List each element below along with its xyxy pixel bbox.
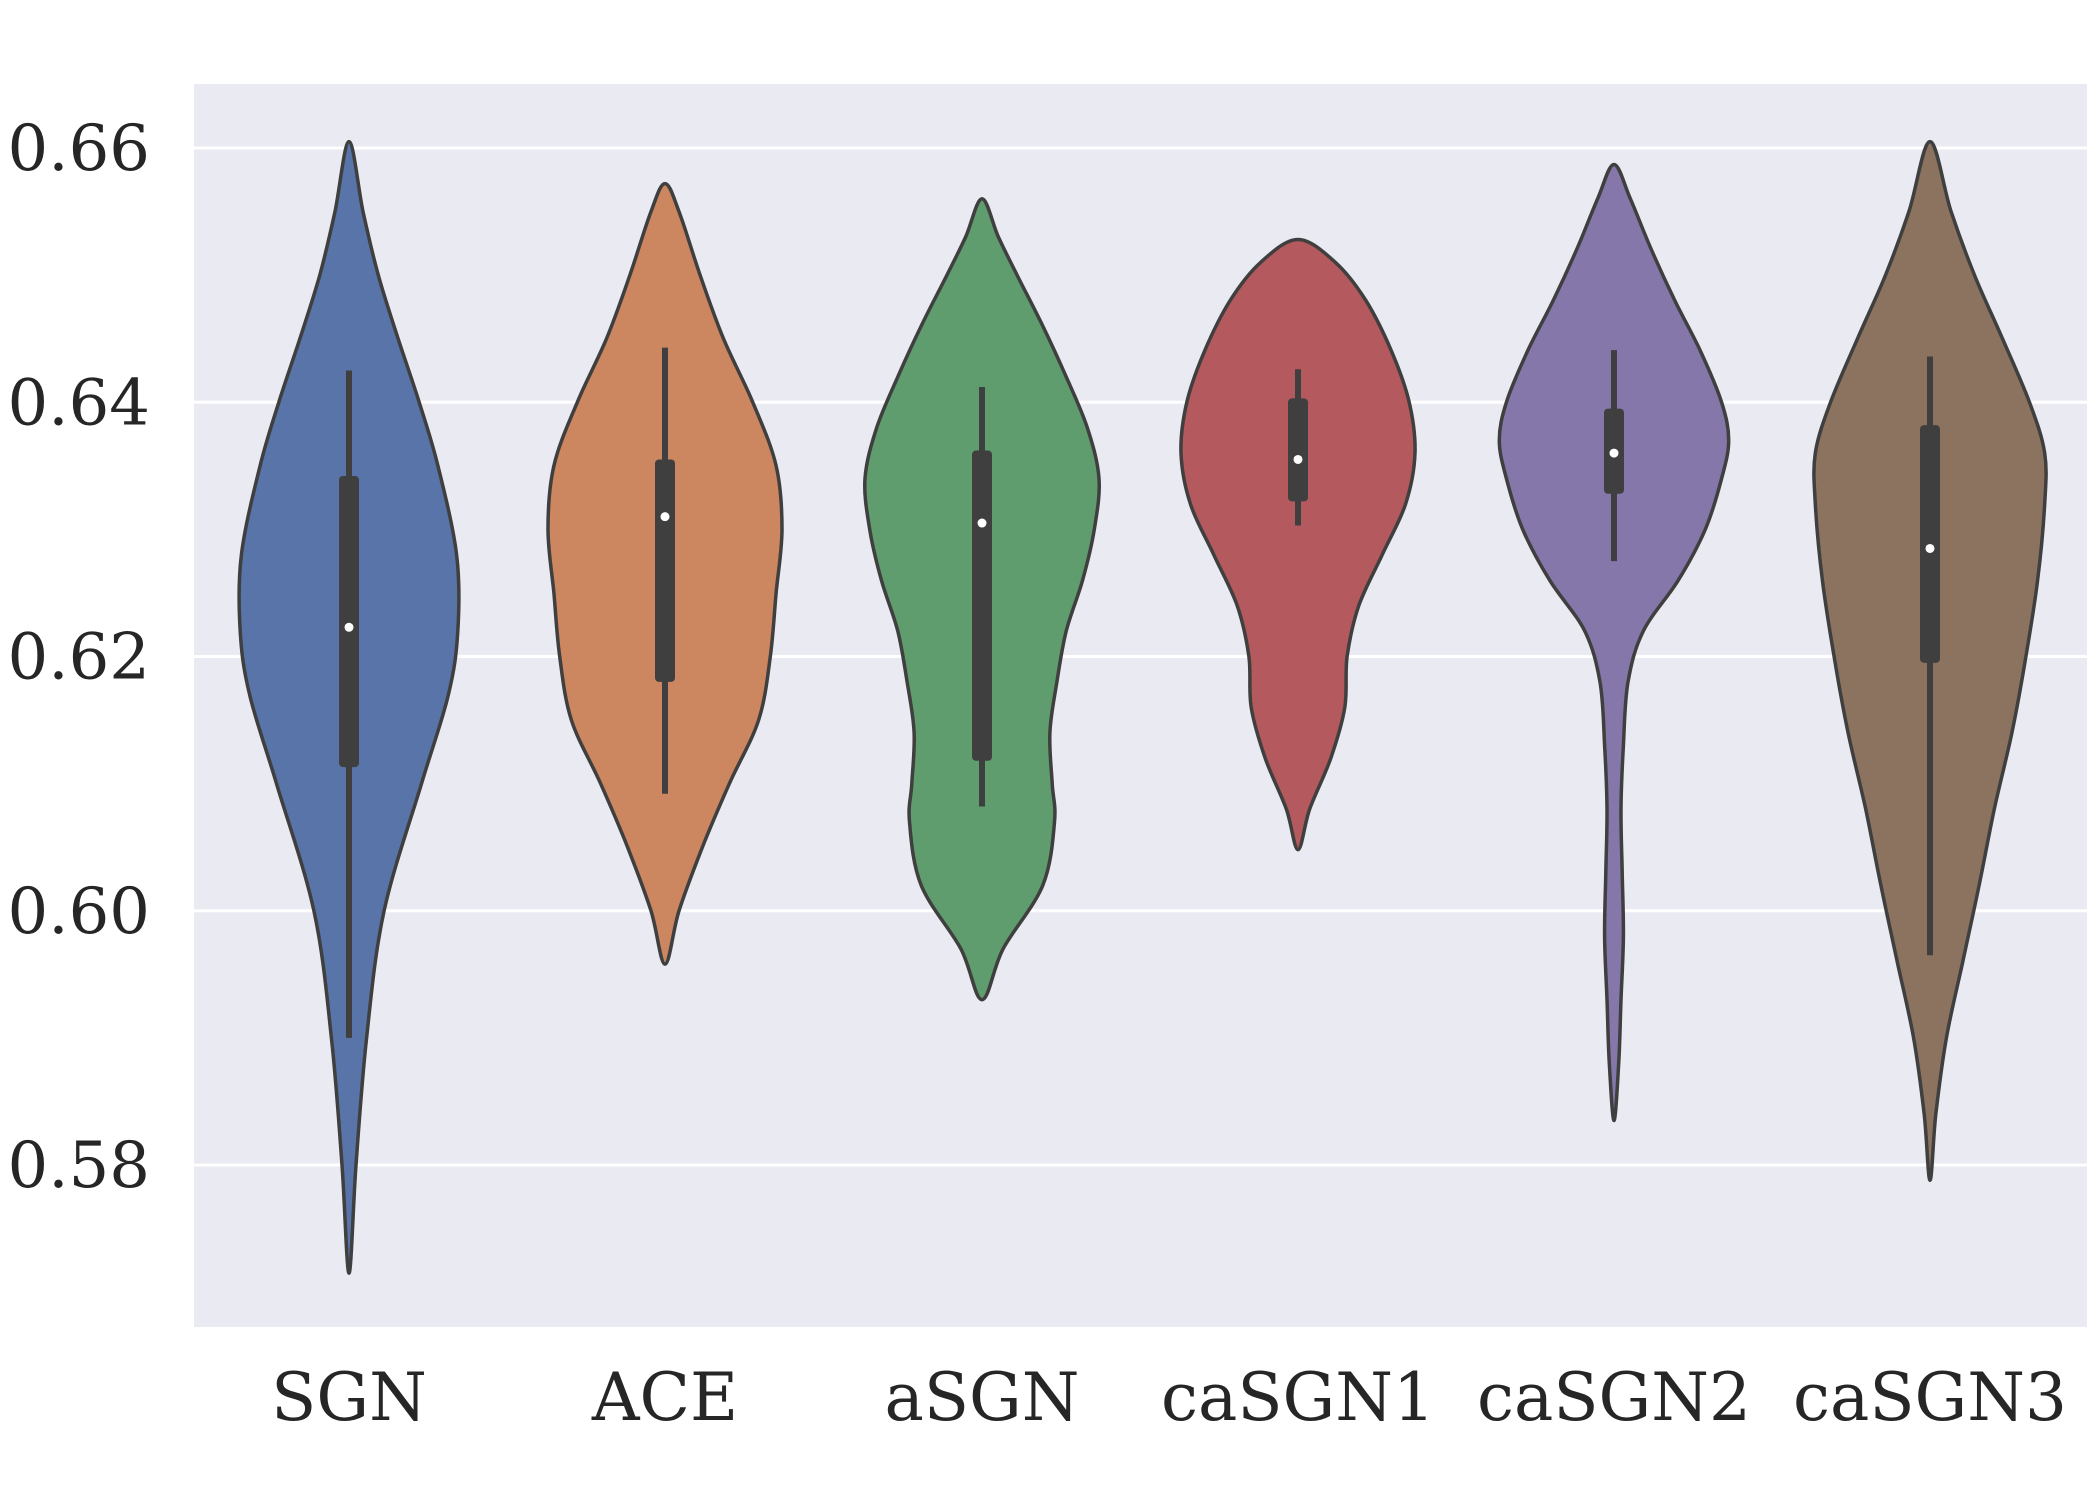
y-tick-label: 0.58 <box>8 1129 151 1203</box>
y-axis: 0.58 0.60 0.62 0.64 0.66 <box>8 112 151 1203</box>
violin-body <box>1497 162 1731 1123</box>
violin-caSGN2 <box>1497 162 1731 1123</box>
x-axis: SGN ACE aSGN caSGN1 caSGN2 caSGN3 <box>271 1359 2067 1436</box>
violin-ACE <box>546 181 784 966</box>
violin-body <box>1179 237 1417 852</box>
iqr-box <box>972 450 992 761</box>
y-tick-label: 0.66 <box>8 112 151 186</box>
y-tick-label: 0.60 <box>8 875 151 949</box>
median-marker <box>344 622 354 632</box>
y-tick-label: 0.62 <box>8 621 151 695</box>
median-marker <box>1609 448 1619 458</box>
iqr-box <box>1288 398 1308 502</box>
violin-caSGN1 <box>1179 237 1417 852</box>
violin-caSGN3 <box>1812 139 2048 1183</box>
gridlines <box>194 146 2087 1167</box>
median-marker <box>977 518 987 528</box>
iqr-box <box>655 459 675 682</box>
iqr-box <box>339 475 359 768</box>
plot-area <box>194 84 2087 1327</box>
median-marker <box>1293 454 1303 464</box>
x-tick-label: ACE <box>591 1359 738 1436</box>
x-tick-label: caSGN1 <box>1161 1359 1435 1436</box>
median-marker <box>660 512 670 522</box>
x-tick-label: SGN <box>271 1359 427 1436</box>
x-tick-label: aSGN <box>884 1359 1079 1436</box>
y-tick-label: 0.64 <box>8 366 151 440</box>
x-tick-label: caSGN2 <box>1477 1359 1751 1436</box>
violin-SGN <box>237 139 461 1275</box>
violins <box>237 139 2048 1275</box>
median-marker <box>1925 543 1935 553</box>
violin-aSGN <box>862 197 1102 1002</box>
x-tick-label: caSGN3 <box>1793 1359 2067 1436</box>
